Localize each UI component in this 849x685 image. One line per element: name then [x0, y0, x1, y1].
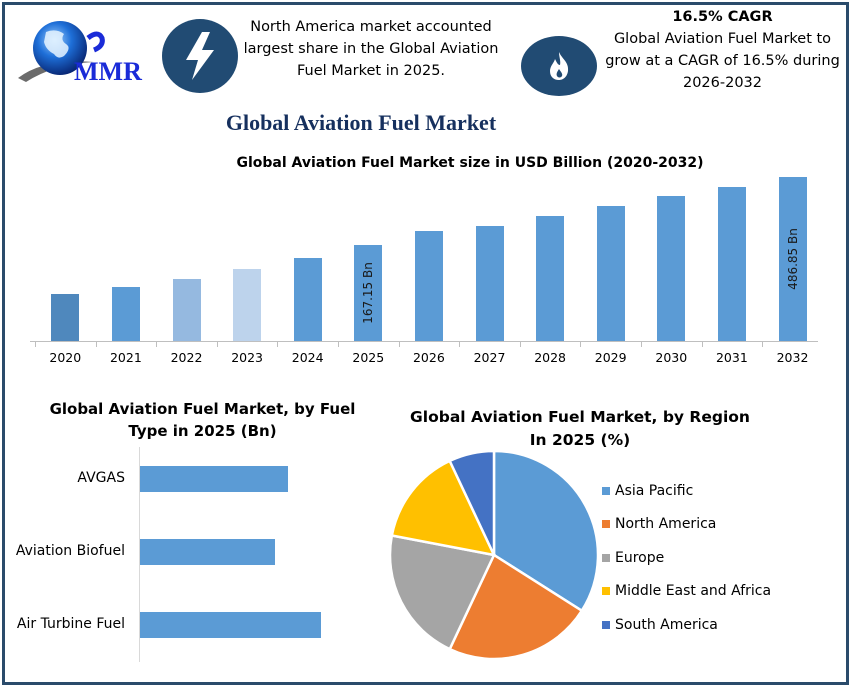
- x-axis-label: 2023: [231, 350, 263, 365]
- legend-label: Asia Pacific: [615, 482, 694, 499]
- x-axis-label: 2026: [412, 350, 445, 365]
- bar-chart: 167.15 Bn 486.85 Bn: [30, 170, 818, 347]
- x-axis-label: 2032: [776, 350, 809, 365]
- axis-tick: [641, 342, 642, 347]
- info-line: largest share in the Global Aviation: [243, 41, 499, 57]
- legend-item: South America: [602, 608, 771, 642]
- pie-slice-south-america: [448, 449, 496, 556]
- flame-icon: [521, 36, 597, 96]
- bar-2022: [172, 279, 201, 341]
- category-label: Air Turbine Fuel: [16, 616, 125, 632]
- axis-tick: [459, 342, 461, 347]
- x-axis-label: 2029: [594, 350, 627, 365]
- bar-2025: 167.15 Bn: [354, 245, 383, 341]
- mmr-logo: MMR: [14, 18, 156, 88]
- legend-item: Middle East and Africa: [602, 575, 771, 609]
- legend-item: Europe: [602, 541, 771, 575]
- legend-item: North America: [602, 508, 771, 542]
- page-title: Global Aviation Fuel Market: [225, 110, 497, 135]
- info-line: Fuel Market in 2025.: [296, 63, 446, 79]
- bar-2023: [233, 269, 262, 341]
- fuel-type-chart-title: Global Aviation Fuel Market, by Fuel Typ…: [49, 400, 356, 440]
- x-axis-label: 2024: [291, 350, 324, 365]
- axis-tick: [762, 342, 764, 347]
- legend-label: North America: [615, 516, 717, 533]
- pie-slice-europe: [388, 534, 496, 651]
- legend-swatch: [602, 486, 610, 495]
- logo-text: MMR: [74, 57, 142, 86]
- bar-2027: [475, 226, 504, 341]
- info-north-america: North America market accounted largest s…: [240, 16, 502, 82]
- hbar-air-turbine-fuel: [140, 612, 321, 638]
- region-pie-chart: [388, 449, 600, 661]
- pie-slice-middle-east-and-africa: [390, 459, 497, 557]
- info-line: North America market accounted: [250, 19, 492, 35]
- axis-tick: [519, 342, 521, 347]
- hbar-avgas: [140, 466, 288, 492]
- x-axis-label: 2020: [49, 350, 82, 365]
- y-axis: [139, 447, 140, 662]
- legend-swatch: [602, 553, 610, 562]
- legend-label: Middle East and Africa: [615, 583, 772, 600]
- axis-tick: [398, 342, 400, 347]
- legend-swatch: [602, 520, 610, 529]
- axis-tick: [338, 342, 339, 347]
- globe-icon: MMR: [18, 21, 142, 86]
- axis-tick: [580, 342, 582, 347]
- axis-tick: [216, 342, 218, 347]
- pie-legend: Asia Pacific North America Europe Middle Ea…: [602, 474, 771, 642]
- info-line: grow at a CAGR of 16.5% during: [605, 53, 840, 69]
- cagr-headline: 16.5% CAGR: [672, 9, 773, 25]
- legend-swatch: [602, 620, 610, 629]
- bar-data-label: 486.85 Bn: [785, 228, 800, 290]
- bar-chart-title: Global Aviation Fuel Market size in USD …: [236, 155, 704, 171]
- region-chart-title: Global Aviation Fuel Market, by Region I…: [410, 408, 750, 449]
- bar-2029: [596, 206, 625, 341]
- x-axis: [30, 341, 818, 342]
- bar-2026: [414, 231, 443, 341]
- legend-item: Asia Pacific: [602, 474, 771, 508]
- axis-tick: [95, 342, 97, 347]
- x-axis-label: 2031: [715, 350, 748, 365]
- axis-tick: [35, 342, 36, 347]
- bar-2028: [536, 216, 565, 341]
- x-axis-label: 2028: [534, 350, 566, 365]
- x-axis-label: 2030: [655, 350, 688, 365]
- axis-tick: [156, 342, 158, 347]
- category-label: AVGAS: [77, 470, 125, 486]
- bar-2020: [51, 294, 80, 341]
- bar-2024: [293, 258, 322, 341]
- info-line: 2026-2032: [682, 75, 763, 91]
- bar-2031: [717, 187, 746, 341]
- x-axis-label: 2025: [352, 350, 385, 365]
- legend-label: Europe: [615, 549, 665, 566]
- bar-2021: [111, 287, 140, 341]
- x-axis-label: 2022: [170, 350, 203, 365]
- axis-tick: [277, 342, 279, 347]
- info-line: Global Aviation Fuel Market to: [613, 31, 832, 47]
- category-label: Aviation Biofuel: [15, 543, 125, 559]
- legend-label: South America: [615, 616, 718, 633]
- bar-2030: [657, 196, 686, 341]
- info-cagr: 16.5% CAGR Global Aviation Fuel Market t…: [600, 6, 845, 94]
- bar-data-label: 167.15 Bn: [361, 262, 376, 324]
- x-axis-label: 2021: [109, 350, 142, 365]
- hbar-aviation-biofuel: [140, 539, 275, 565]
- axis-tick: [701, 342, 703, 347]
- bar-2032: 486.85 Bn: [778, 177, 807, 341]
- x-axis-label: 2027: [473, 350, 506, 365]
- lightning-bolt-icon: [162, 19, 238, 93]
- legend-swatch: [602, 587, 610, 596]
